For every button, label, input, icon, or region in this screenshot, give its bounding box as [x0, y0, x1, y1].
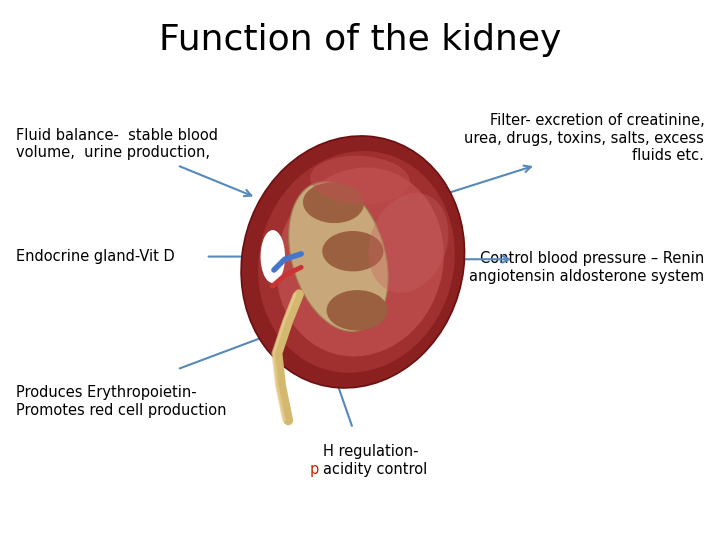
Text: Control blood pressure – Renin
angiotensin aldosterone system: Control blood pressure – Renin angiotens… — [469, 251, 704, 284]
Text: Filter- excretion of creatinine,
urea, drugs, toxins, salts, excess
fluids etc.: Filter- excretion of creatinine, urea, d… — [464, 113, 704, 163]
Ellipse shape — [289, 182, 388, 332]
Ellipse shape — [241, 136, 464, 388]
Ellipse shape — [258, 151, 455, 373]
Ellipse shape — [310, 156, 410, 204]
Ellipse shape — [369, 193, 449, 293]
Text: Endocrine gland-Vit D: Endocrine gland-Vit D — [16, 249, 174, 264]
Ellipse shape — [327, 290, 387, 330]
Text: p: p — [310, 462, 319, 477]
Ellipse shape — [276, 167, 444, 356]
Ellipse shape — [303, 183, 364, 223]
Text: Fluid balance-  stable blood
volume,  urine production,: Fluid balance- stable blood volume, urin… — [16, 127, 217, 160]
Ellipse shape — [261, 230, 285, 283]
Text: Produces Erythropoietin-
Promotes red cell production: Produces Erythropoietin- Promotes red ce… — [16, 386, 226, 418]
Text: Function of the kidney: Function of the kidney — [159, 23, 561, 57]
Ellipse shape — [323, 231, 383, 272]
Text: H regulation-
acidity control: H regulation- acidity control — [323, 444, 427, 477]
